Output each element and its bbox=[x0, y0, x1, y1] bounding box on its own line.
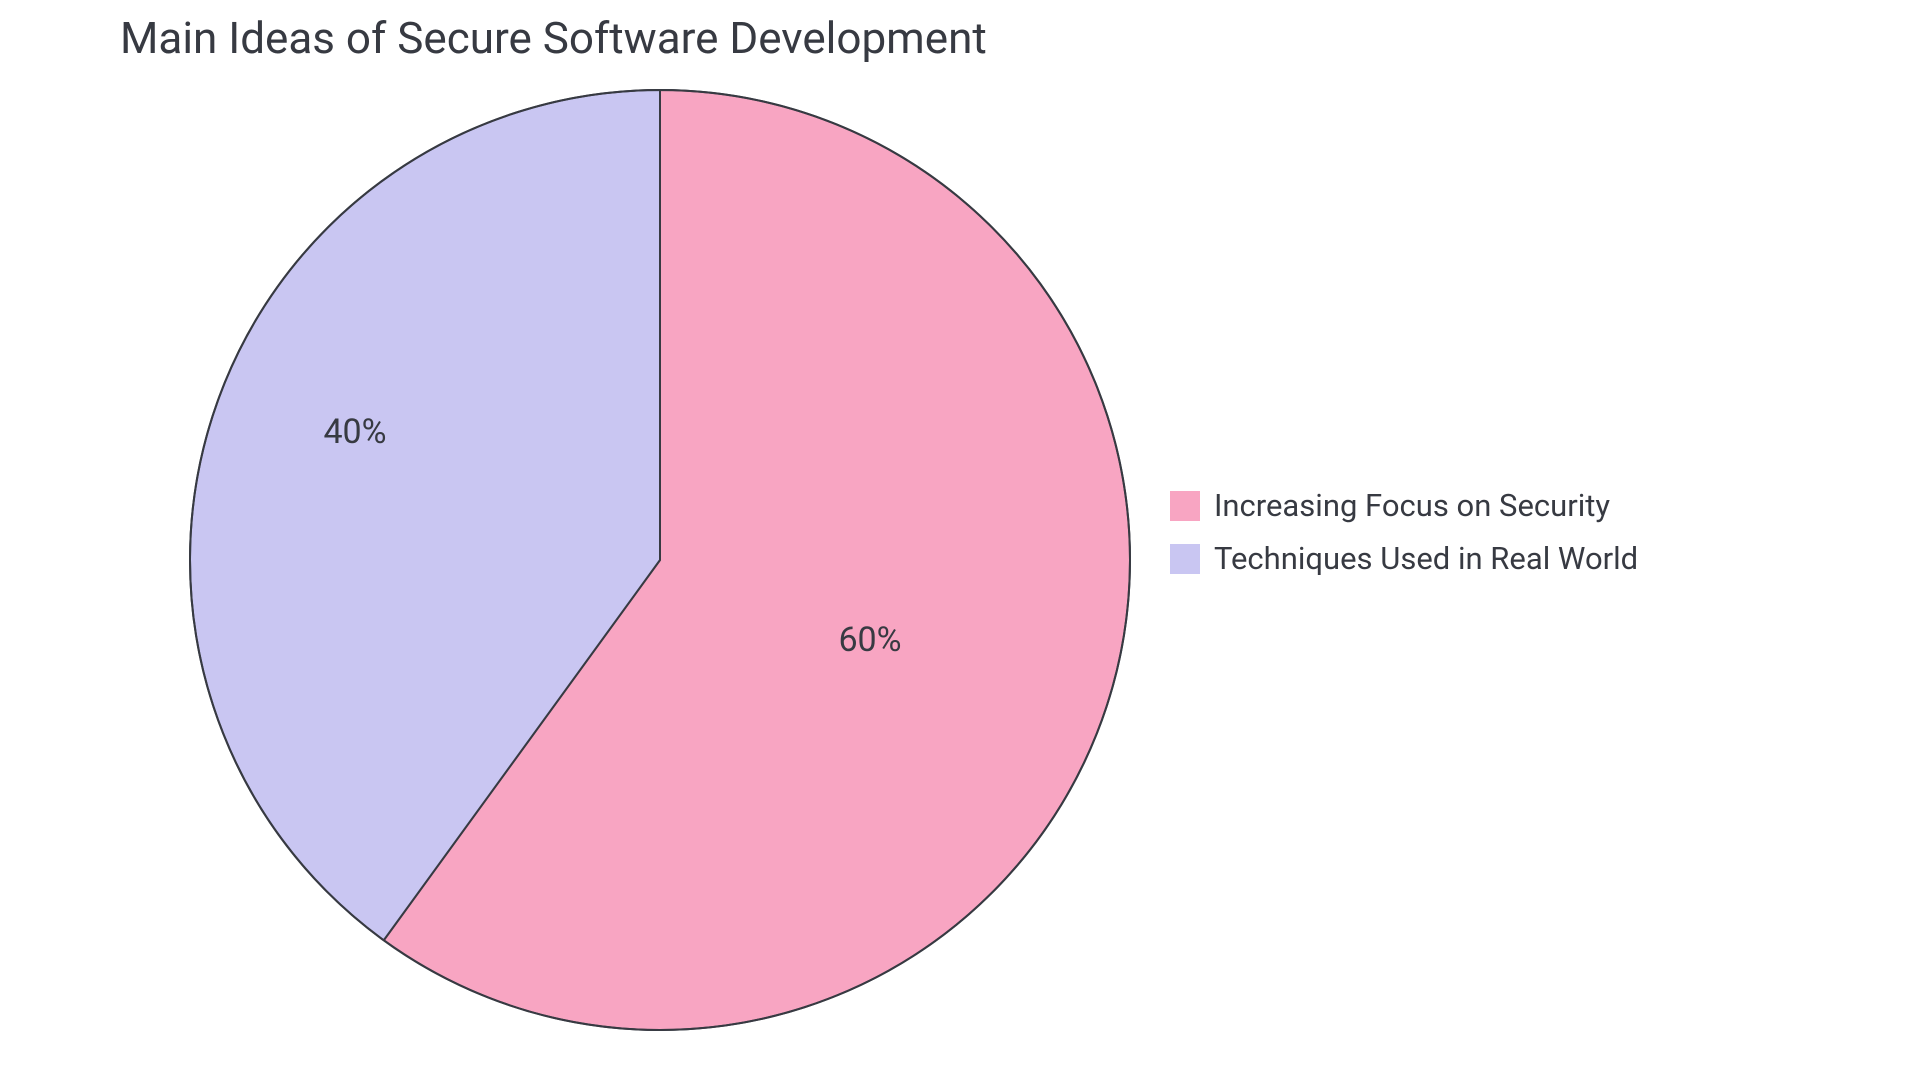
chart-title: Main Ideas of Secure Software Developmen… bbox=[120, 12, 987, 64]
slice-label-1: 40% bbox=[323, 412, 386, 452]
pie-svg bbox=[188, 88, 1132, 1032]
legend-swatch-1 bbox=[1170, 544, 1200, 574]
legend-label-1: Techniques Used in Real World bbox=[1214, 540, 1638, 577]
legend-swatch-0 bbox=[1170, 491, 1200, 521]
legend-label-0: Increasing Focus on Security bbox=[1214, 487, 1610, 524]
legend-item-1: Techniques Used in Real World bbox=[1170, 540, 1638, 577]
chart-container: Main Ideas of Secure Software Developmen… bbox=[0, 0, 1920, 1080]
pie-chart: 60% 40% bbox=[188, 88, 1132, 1032]
slice-label-0: 60% bbox=[838, 620, 901, 660]
legend: Increasing Focus on Security Techniques … bbox=[1170, 487, 1638, 577]
legend-item-0: Increasing Focus on Security bbox=[1170, 487, 1638, 524]
